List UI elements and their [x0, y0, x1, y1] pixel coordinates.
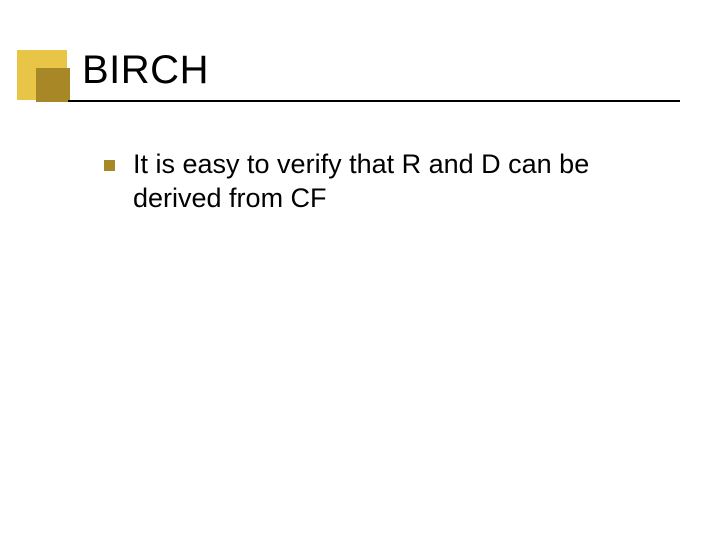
bullet-marker-icon [104, 160, 115, 171]
slide: BIRCH It is easy to verify that R and D … [0, 0, 720, 540]
header-accent-inner [36, 68, 70, 102]
slide-title: BIRCH [82, 48, 209, 93]
slide-body: It is easy to verify that R and D can be… [104, 148, 674, 216]
bullet-text: It is easy to verify that R and D can be… [133, 148, 674, 216]
title-underline [68, 100, 680, 102]
bullet-item: It is easy to verify that R and D can be… [104, 148, 674, 216]
